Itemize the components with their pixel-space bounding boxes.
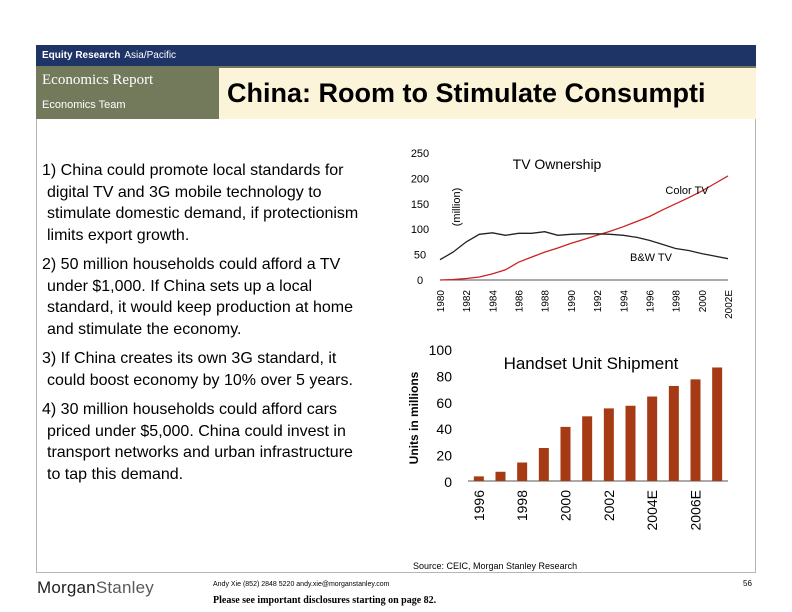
x-tick-label: 1998 [672,290,683,313]
top-banner: Equity Research Asia/Pacific [36,45,756,66]
morgan-stanley-logo: MorganStanley [37,578,154,598]
point-line: 4) 30 million households could afford ca… [42,401,337,418]
x-tick-label: 1980 [436,290,447,313]
chart-title: TV Ownership [513,156,602,172]
content-frame [36,119,756,573]
bar [647,396,658,481]
bar [538,448,549,481]
bullet-point-4: 4) 30 million households could afford ca… [42,399,402,485]
x-tick-label: 1990 [567,290,578,313]
bar [603,408,614,481]
y-tick-label: 80 [436,368,452,384]
y-tick-label: 0 [417,275,423,287]
x-tick-label: 1996 [471,490,487,521]
bar [582,416,593,481]
point-line: 1) China could promote local standards f… [42,162,344,179]
point-line: stimulate domestic demand, if protection… [47,205,359,222]
bar [560,426,571,481]
legend-label-bw-tv: B&W TV [630,252,673,264]
page-number: 56 [743,579,752,588]
tv-ownership-chart: 0 50 100 150 200 250 (million) TV Ownership Colo… [411,148,735,319]
series-line-color-tv [439,175,729,281]
bullet-point-3: 3) If China creates its own 3G standard,… [42,348,402,391]
y-tick-label: 20 [436,448,452,464]
disclosure-note: Please see important disclosures startin… [213,595,437,606]
y-tick-label: 40 [436,421,452,437]
bullet-point-2: 2) 50 million households could afford a … [42,254,402,340]
legend-label-color-tv: Color TV [665,185,709,197]
y-axis-label: (million) [451,188,463,227]
bar [495,471,506,481]
x-tick-label: 2006E [688,490,704,530]
point-line: digital TV and 3G mobile technology to [47,183,322,201]
x-tick-label: 2002E [724,290,735,319]
x-tick-label: 2002 [601,490,617,521]
x-tick-label: 1992 [593,290,604,313]
logo-stanley: Stanley [95,578,154,597]
x-tick-label: 1998 [514,490,530,521]
x-tick-label: 1994 [619,290,630,313]
analyst-contact: Andy Xie (852) 2848 5220 andy.xie@morgan… [213,581,390,588]
bar [712,367,723,481]
y-tick-label: 250 [411,148,429,160]
point-line: 3) If China creates its own 3G standard,… [42,350,337,367]
page-title: China: Room to Stimulate Consumpti [219,68,756,119]
point-line: transport networks and urban infrastruct… [47,444,353,461]
x-tick-label: 1982 [462,290,473,313]
series-line-bw-tv [439,231,729,261]
bullet-point-1: 1) China could promote local standards f… [42,160,402,246]
point-line: standard, it would keep production at ho… [47,299,353,316]
bar [517,462,528,481]
y-tick-label: 0 [444,474,452,490]
point-line: priced under $5,000. China could invest … [47,422,346,440]
x-tick-label: 1986 [515,290,526,313]
logo-morgan: Morgan [37,578,96,597]
x-tick-label: 2000 [698,290,709,313]
x-tick-label: 1984 [488,290,499,313]
y-tick-label: 100 [411,224,429,236]
x-tick-label: 2004E [644,490,660,530]
bar [690,379,701,481]
bar [473,476,484,481]
x-tick-label: 1996 [645,290,656,313]
point-line: and stimulate the economy. [47,320,242,338]
point-line: 2) 50 million households could afford a … [42,256,341,273]
y-tick-label: 150 [411,199,429,211]
point-line: limits export growth. [47,226,190,244]
report-type: Economics Report [42,72,154,88]
handset-shipment-chart: 0 20 40 60 80 100 Units in millions Handset Uni… [407,342,728,530]
x-tick-label: 1988 [541,290,552,313]
point-line: could boost economy by 10% over 5 years. [47,371,353,389]
source-note: Source: CEIC, Morgan Stanley Research [413,561,578,571]
chart-title: Handset Unit Shipment [504,354,679,373]
point-line: to tap this demand. [47,465,184,483]
bar [668,385,679,481]
region-label: Asia/Pacific [124,50,177,61]
y-axis-label: Units in millions [407,371,421,464]
y-tick-label: 200 [411,173,429,185]
y-tick-label: 60 [436,395,452,411]
point-line: under $1,000. If China sets up a local [47,277,313,295]
y-tick-label: 50 [414,250,426,262]
x-tick-label: 2000 [558,490,574,521]
y-tick-label: 100 [429,342,453,358]
team-name: Economics Team [42,99,126,111]
bar [625,405,636,481]
series-label: Equity Research [42,50,121,61]
